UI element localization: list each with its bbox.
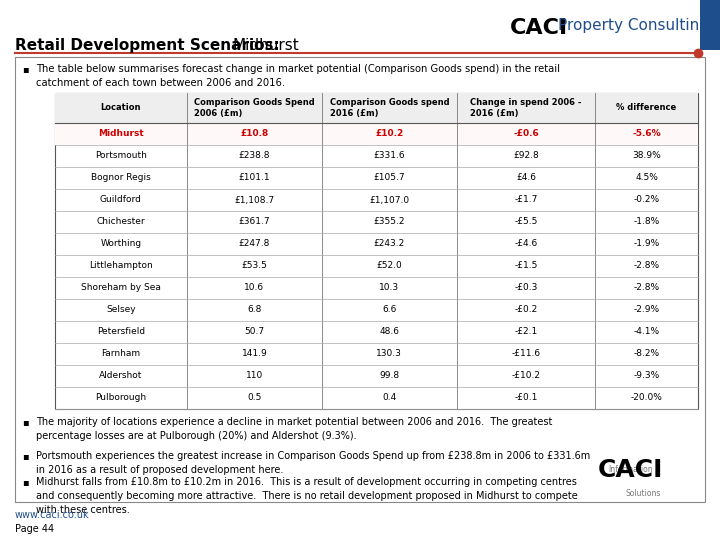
Text: -1.9%: -1.9% — [634, 240, 660, 248]
Text: Bognor Regis: Bognor Regis — [91, 173, 150, 183]
Text: 6.6: 6.6 — [382, 306, 397, 314]
Text: CACI: CACI — [510, 18, 568, 38]
Text: £1,108.7: £1,108.7 — [234, 195, 274, 205]
Text: Change in spend 2006 -
2016 (£m): Change in spend 2006 - 2016 (£m) — [470, 98, 582, 118]
Text: Aldershot: Aldershot — [99, 372, 143, 381]
Text: -£1.5: -£1.5 — [514, 261, 538, 271]
Text: Midhurst falls from £10.8m to £10.2m in 2016.  This is a result of development o: Midhurst falls from £10.8m to £10.2m in … — [36, 477, 577, 515]
Text: £105.7: £105.7 — [374, 173, 405, 183]
Text: -£0.1: -£0.1 — [514, 394, 538, 402]
Bar — [55, 93, 698, 409]
Text: Page 44: Page 44 — [15, 524, 54, 534]
Text: -2.9%: -2.9% — [634, 306, 660, 314]
Text: www.caci.co.uk: www.caci.co.uk — [15, 510, 89, 520]
Text: 50.7: 50.7 — [244, 327, 264, 336]
Text: 0.5: 0.5 — [247, 394, 261, 402]
Text: 99.8: 99.8 — [379, 372, 400, 381]
Text: -8.2%: -8.2% — [634, 349, 660, 359]
Text: -£0.6: -£0.6 — [513, 130, 539, 138]
Text: The table below summarises forecast change in market potential (Comparison Goods: The table below summarises forecast chan… — [36, 64, 560, 88]
Text: The majority of locations experience a decline in market potential between 2006 : The majority of locations experience a d… — [36, 417, 552, 441]
Text: 10.6: 10.6 — [244, 284, 264, 293]
Text: £10.2: £10.2 — [375, 130, 403, 138]
Text: 38.9%: 38.9% — [632, 152, 661, 160]
Text: % difference: % difference — [616, 104, 677, 112]
Text: ▪: ▪ — [22, 477, 29, 487]
Bar — [15, 57, 705, 502]
Text: Portsmouth: Portsmouth — [95, 152, 147, 160]
Text: Petersfield: Petersfield — [97, 327, 145, 336]
Bar — [55, 93, 698, 123]
Text: £1,107.0: £1,107.0 — [369, 195, 410, 205]
Text: -£0.3: -£0.3 — [514, 284, 538, 293]
Text: Shoreham by Sea: Shoreham by Sea — [81, 284, 161, 293]
Text: Pulborough: Pulborough — [95, 394, 146, 402]
Text: ▪: ▪ — [22, 451, 29, 461]
Text: 6.8: 6.8 — [247, 306, 261, 314]
Text: 4.5%: 4.5% — [635, 173, 658, 183]
Text: £52.0: £52.0 — [377, 261, 402, 271]
Text: -£10.2: -£10.2 — [511, 372, 541, 381]
Text: ▪: ▪ — [22, 417, 29, 427]
Text: -5.6%: -5.6% — [632, 130, 661, 138]
Text: Portsmouth experiences the greatest increase in Comparison Goods Spend up from £: Portsmouth experiences the greatest incr… — [36, 451, 590, 475]
Text: Guildford: Guildford — [100, 195, 142, 205]
Text: -£4.6: -£4.6 — [514, 240, 538, 248]
Text: -20.0%: -20.0% — [631, 394, 662, 402]
Text: -4.1%: -4.1% — [634, 327, 660, 336]
Text: -0.2%: -0.2% — [634, 195, 660, 205]
Text: £101.1: £101.1 — [238, 173, 270, 183]
Text: £331.6: £331.6 — [374, 152, 405, 160]
Text: 10.3: 10.3 — [379, 284, 400, 293]
Text: -9.3%: -9.3% — [634, 372, 660, 381]
Text: Midhurst: Midhurst — [98, 130, 144, 138]
Text: Information: Information — [608, 465, 652, 474]
Text: -£0.2: -£0.2 — [514, 306, 538, 314]
Text: Midhurst: Midhurst — [232, 38, 299, 53]
Bar — [55, 123, 698, 145]
Text: 0.4: 0.4 — [382, 394, 397, 402]
Text: Solutions: Solutions — [625, 489, 660, 498]
Text: Comparison Goods spend
2016 (£m): Comparison Goods spend 2016 (£m) — [330, 98, 449, 118]
Text: Littlehampton: Littlehampton — [89, 261, 153, 271]
Text: 141.9: 141.9 — [241, 349, 267, 359]
Text: Selsey: Selsey — [106, 306, 135, 314]
Text: £247.8: £247.8 — [238, 240, 270, 248]
Text: £53.5: £53.5 — [241, 261, 267, 271]
Text: Farnham: Farnham — [102, 349, 140, 359]
Text: £10.8: £10.8 — [240, 130, 269, 138]
Text: 48.6: 48.6 — [379, 327, 400, 336]
Text: ▪: ▪ — [22, 64, 29, 74]
Text: CACI: CACI — [598, 458, 663, 482]
Text: £243.2: £243.2 — [374, 240, 405, 248]
Text: Chichester: Chichester — [96, 218, 145, 226]
Text: -£1.7: -£1.7 — [514, 195, 538, 205]
Text: Property Consulting: Property Consulting — [558, 18, 709, 33]
Text: £355.2: £355.2 — [374, 218, 405, 226]
Text: £361.7: £361.7 — [238, 218, 270, 226]
Text: -£11.6: -£11.6 — [511, 349, 541, 359]
Text: -2.8%: -2.8% — [634, 284, 660, 293]
Text: £238.8: £238.8 — [238, 152, 270, 160]
Text: £92.8: £92.8 — [513, 152, 539, 160]
Text: Retail Development Scenarios:: Retail Development Scenarios: — [15, 38, 280, 53]
Text: 110: 110 — [246, 372, 263, 381]
Text: Worthing: Worthing — [100, 240, 141, 248]
Text: -£5.5: -£5.5 — [514, 218, 538, 226]
Bar — [700, 0, 720, 50]
Text: £4.6: £4.6 — [516, 173, 536, 183]
Text: Location: Location — [101, 104, 141, 112]
Text: Comparison Goods Spend
2006 (£m): Comparison Goods Spend 2006 (£m) — [194, 98, 315, 118]
Text: 130.3: 130.3 — [377, 349, 402, 359]
Text: -£2.1: -£2.1 — [514, 327, 538, 336]
Text: -1.8%: -1.8% — [634, 218, 660, 226]
Text: -2.8%: -2.8% — [634, 261, 660, 271]
